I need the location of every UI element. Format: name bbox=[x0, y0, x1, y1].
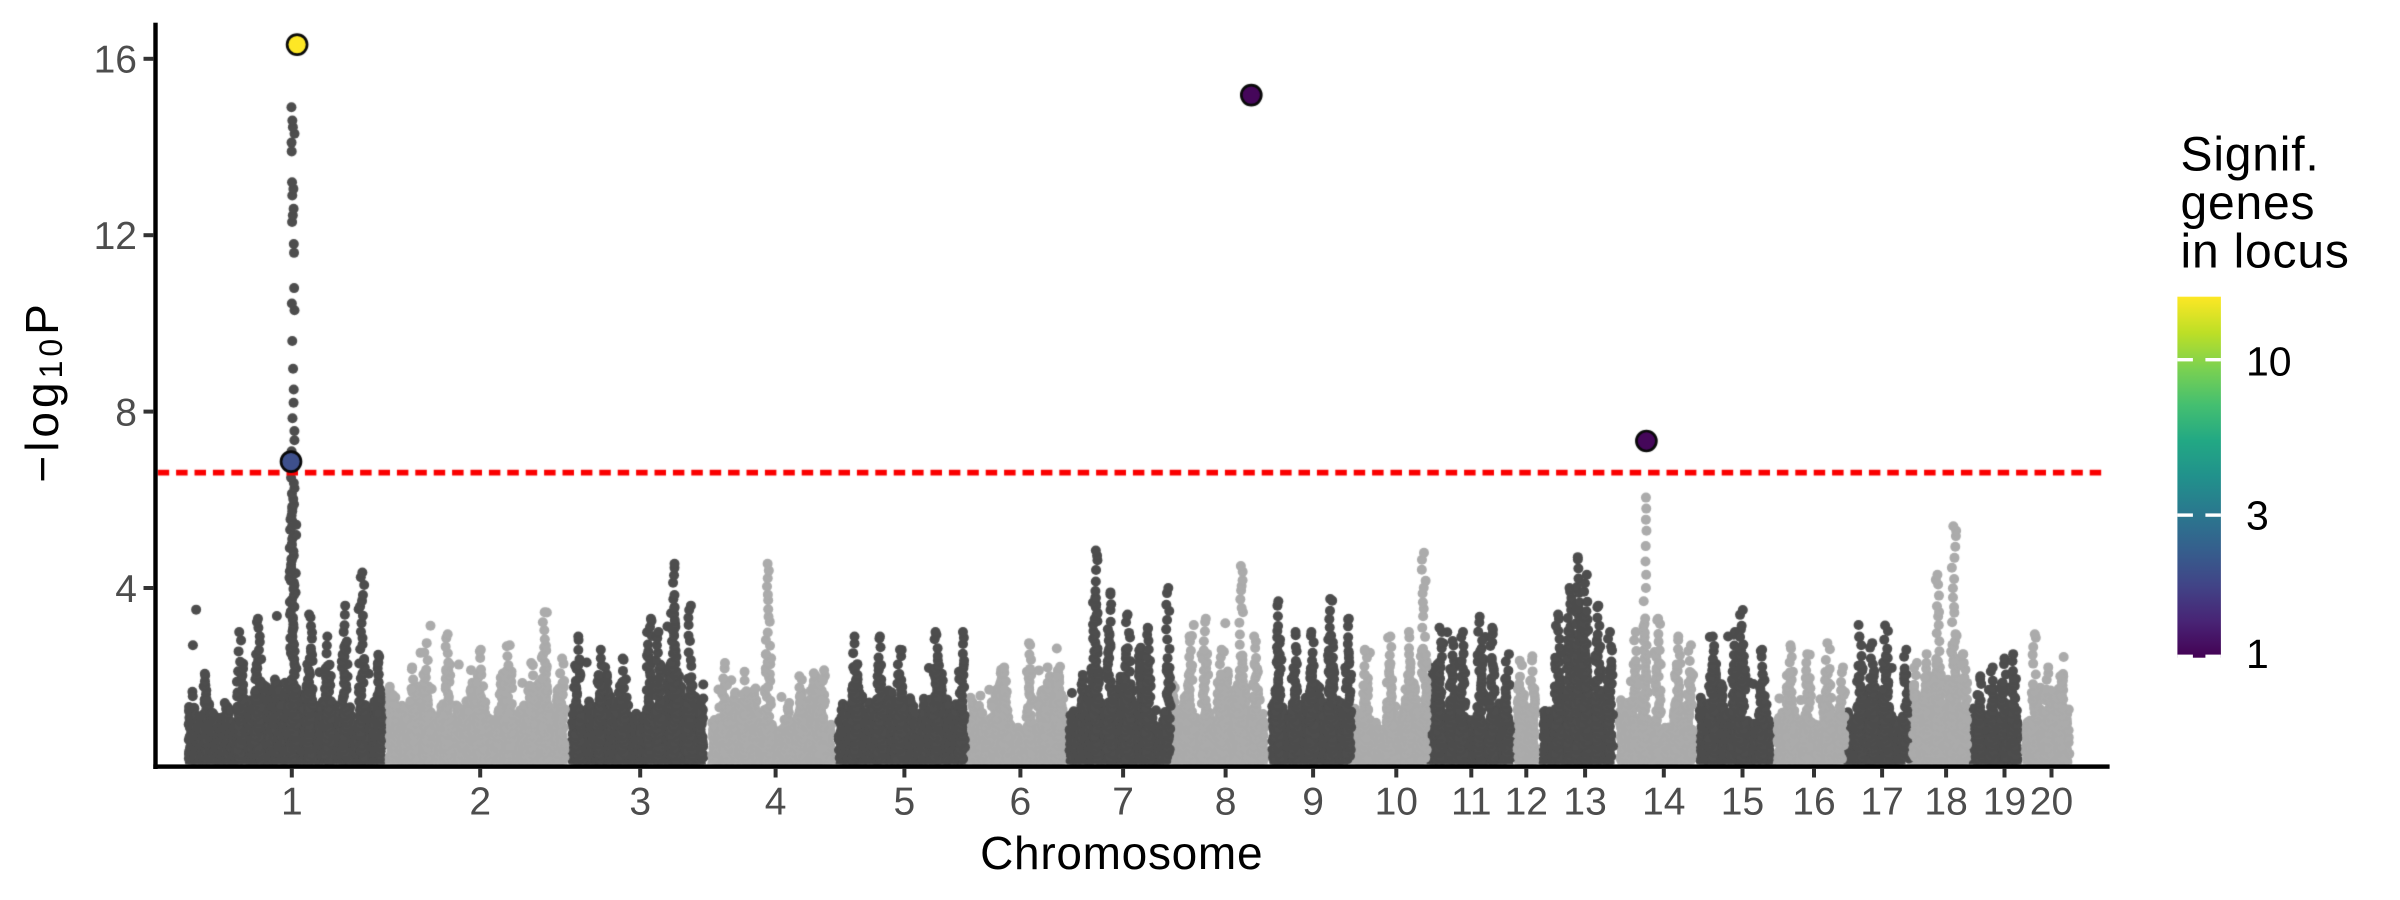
svg-text:16: 16 bbox=[94, 39, 137, 82]
svg-text:5: 5 bbox=[894, 780, 916, 823]
svg-text:8: 8 bbox=[115, 391, 137, 434]
svg-text:10: 10 bbox=[2246, 339, 2292, 385]
svg-text:12: 12 bbox=[94, 215, 137, 258]
svg-text:10: 10 bbox=[1375, 780, 1418, 823]
svg-text:11: 11 bbox=[1451, 780, 1492, 823]
svg-text:14: 14 bbox=[1642, 780, 1685, 823]
svg-text:17: 17 bbox=[1860, 780, 1903, 823]
svg-text:19: 19 bbox=[1983, 780, 2026, 823]
svg-text:18: 18 bbox=[1924, 780, 1967, 823]
svg-text:1: 1 bbox=[2246, 631, 2269, 677]
svg-text:in locus: in locus bbox=[2181, 226, 2350, 279]
svg-text:−log10P: −log10P bbox=[16, 300, 69, 483]
svg-text:Signif.: Signif. bbox=[2181, 129, 2320, 182]
svg-text:12: 12 bbox=[1505, 780, 1548, 823]
svg-text:15: 15 bbox=[1721, 780, 1764, 823]
svg-text:8: 8 bbox=[1215, 780, 1237, 823]
svg-text:6: 6 bbox=[1010, 780, 1032, 823]
svg-text:7: 7 bbox=[1112, 780, 1134, 823]
svg-text:4: 4 bbox=[115, 568, 137, 611]
svg-text:3: 3 bbox=[629, 780, 651, 823]
svg-text:9: 9 bbox=[1302, 780, 1324, 823]
svg-text:20: 20 bbox=[2030, 780, 2073, 823]
svg-text:4: 4 bbox=[765, 780, 787, 823]
svg-text:genes: genes bbox=[2181, 177, 2316, 230]
svg-text:1: 1 bbox=[281, 780, 303, 823]
svg-text:2: 2 bbox=[469, 780, 491, 823]
svg-text:16: 16 bbox=[1792, 780, 1835, 823]
svg-text:13: 13 bbox=[1563, 780, 1606, 823]
svg-text:3: 3 bbox=[2246, 493, 2269, 539]
svg-text:Chromosome: Chromosome bbox=[980, 827, 1263, 879]
